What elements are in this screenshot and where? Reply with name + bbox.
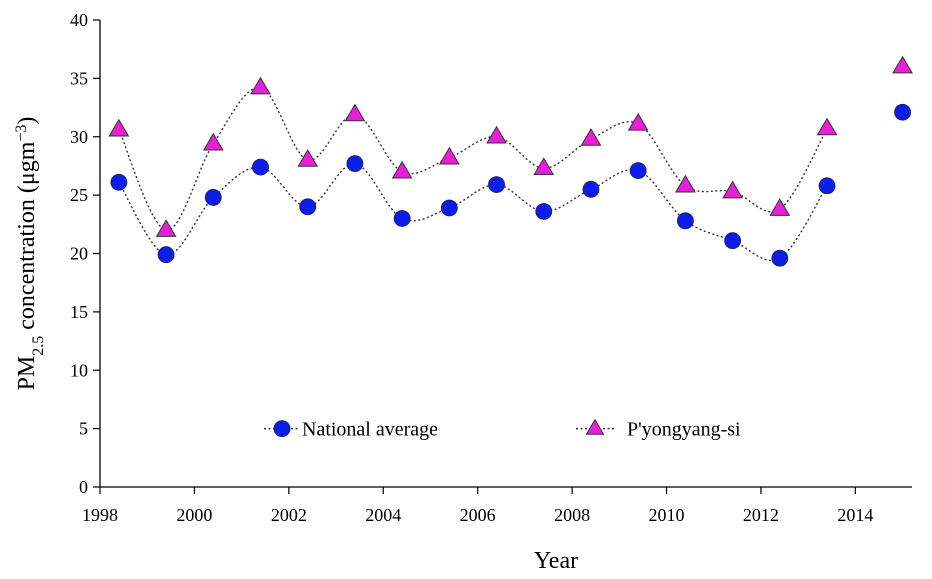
pyongyang-si-point: [580, 128, 602, 146]
y-tick-label: 25: [70, 185, 88, 205]
national-average-point: [724, 232, 742, 250]
x-axis-title: Year: [534, 548, 578, 574]
pyongyang-si-point: [627, 112, 649, 131]
pyongyang-si-point: [533, 157, 555, 175]
legend-label-pyongyang-si: P'yongyang-si: [627, 419, 741, 441]
y-axis-title-middle: concentration (μgm: [14, 141, 40, 335]
x-tick-label: 2008: [554, 505, 590, 525]
pyongyang-si-point: [108, 118, 130, 137]
x-tick-label: 2000: [176, 505, 212, 525]
series-line-pyongyang-si: [118, 87, 828, 231]
legend-marker-national-average: [273, 420, 291, 438]
national-average-point: [110, 173, 128, 191]
x-tick-label: 2006: [460, 505, 496, 525]
series-line-national-average: [118, 162, 828, 261]
pyongyang-si-point: [344, 103, 366, 122]
national-average-point: [771, 249, 789, 267]
national-average-point: [346, 155, 364, 173]
national-average-point: [629, 162, 647, 180]
national-average-point: [204, 189, 222, 206]
national-average-point: [535, 203, 553, 220]
pyongyang-si-point: [675, 174, 696, 193]
y-tick-label: 10: [70, 360, 88, 380]
x-tick-label: 2010: [649, 505, 685, 525]
national-average-point: [393, 210, 411, 227]
pyongyang-si-point: [892, 55, 913, 74]
x-tick-label: 2014: [837, 505, 873, 525]
x-tick-label: 2012: [743, 505, 779, 525]
y-tick-label: 20: [70, 244, 88, 264]
pyongyang-si-point: [722, 180, 743, 199]
y-tick-label: 0: [79, 477, 88, 497]
y-axis-title-superscript: −3: [13, 125, 30, 142]
pyongyang-si-point: [297, 149, 319, 167]
y-ticks: 0 5 10 15 20 25 30 35 40: [70, 10, 100, 497]
y-axis-title: PM2.5 concentration (μgm−3): [13, 117, 47, 391]
national-average-point: [582, 180, 600, 198]
national-average-point: [894, 103, 911, 121]
national-average-point: [488, 176, 505, 194]
pyongyang-si-point: [769, 198, 791, 216]
legend-item-national-average: National average: [264, 419, 438, 441]
pyongyang-si-point: [486, 125, 507, 144]
y-axis-title-subscript: 2.5: [30, 336, 47, 356]
national-average-point: [440, 199, 458, 217]
y-tick-label: 30: [70, 127, 88, 147]
axes: [99, 20, 912, 488]
y-tick-label: 15: [70, 302, 88, 322]
series-markers: [108, 55, 913, 267]
series-lines: [118, 87, 828, 261]
national-average-point: [818, 177, 836, 195]
legend: National average P'yongyang-si: [264, 419, 741, 441]
national-average-point: [299, 198, 317, 216]
y-axis-title-prefix: PM: [14, 356, 40, 391]
x-ticks: 1998 2000 2002 2004 2006 2008 2010 2012 2014: [82, 487, 873, 525]
y-tick-label: 40: [70, 10, 88, 30]
x-tick-label: 2002: [271, 505, 307, 525]
legend-label-national-average: National average: [302, 419, 438, 441]
pyongyang-si-point: [438, 146, 460, 165]
pyongyang-si-point: [816, 117, 838, 136]
pyongyang-si-point: [202, 132, 224, 151]
pyongyang-si-point: [250, 76, 271, 95]
legend-item-pyongyang-si: P'yongyang-si: [576, 419, 741, 441]
x-tick-label: 2004: [365, 505, 401, 525]
national-average-point: [252, 158, 269, 176]
national-average-point: [676, 212, 694, 230]
pyongyang-si-point: [155, 219, 177, 237]
x-tick-label: 1998: [82, 505, 118, 525]
legend-marker-pyongyang-si: [585, 418, 605, 435]
y-tick-label: 35: [70, 68, 88, 88]
y-tick-label: 5: [79, 419, 88, 439]
pyongyang-si-point: [391, 160, 413, 179]
national-average-point: [157, 246, 175, 264]
y-axis-title-suffix: ): [14, 117, 40, 125]
